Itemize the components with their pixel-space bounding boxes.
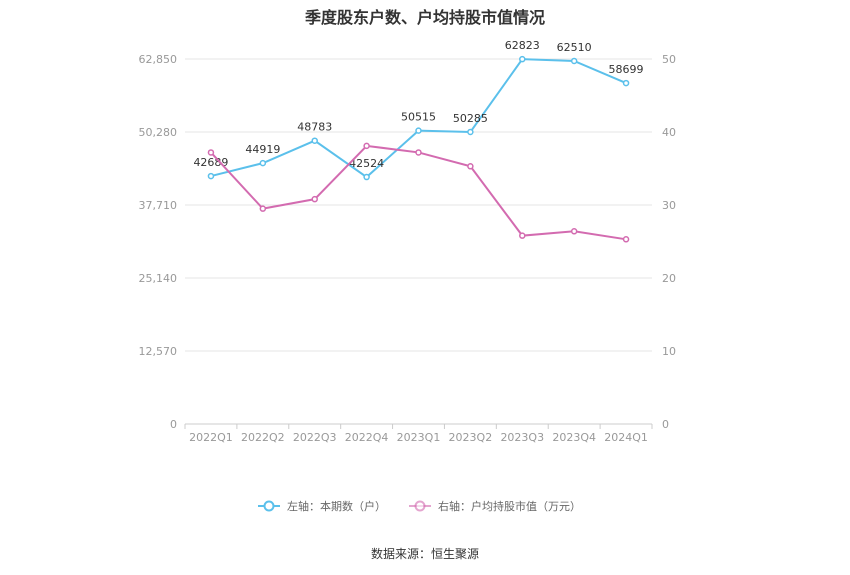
right-axis-ticks: 0 10 20 30 40 50 — [662, 53, 676, 431]
right-tick-label: 40 — [662, 126, 676, 139]
data-point — [570, 57, 578, 65]
data-label: 50515 — [401, 111, 436, 124]
left-tick-label: 0 — [170, 418, 177, 431]
x-tick-label: 2023Q1 — [397, 431, 441, 444]
data-point — [311, 137, 318, 144]
x-tick-label: 2023Q2 — [449, 431, 493, 444]
left-tick-label: 12,570 — [139, 345, 178, 358]
x-tick-label: 2022Q4 — [345, 431, 389, 444]
x-tick-label: 2022Q3 — [293, 431, 337, 444]
x-axis-ticks: 2022Q1 2022Q2 2022Q3 2022Q4 2023Q1 2023Q2 2023… — [184, 424, 653, 444]
x-tick-label: 2022Q2 — [241, 431, 285, 444]
data-label: 62510 — [557, 41, 592, 54]
legend-marker — [263, 500, 275, 512]
data-point — [259, 159, 267, 167]
data-point — [467, 163, 474, 170]
data-label: 44919 — [245, 143, 280, 156]
data-point — [415, 149, 422, 156]
data-point — [467, 128, 474, 136]
left-tick-label: 50,280 — [139, 126, 178, 139]
legend-label: 右轴：户均持股市值（万元） — [438, 499, 581, 513]
legend-label: 左轴：本期数（户） — [287, 499, 386, 513]
left-tick-label: 37,710 — [139, 199, 178, 212]
data-label: 48783 — [297, 121, 332, 134]
series-layer: 42689 44919 48783 42524 50515 50285 62823 62510… — [193, 39, 644, 243]
data-label: 50285 — [453, 112, 488, 125]
data-point — [415, 127, 422, 134]
x-tick-label: 2023Q4 — [552, 431, 596, 444]
data-label: 58699 — [609, 63, 644, 76]
data-point — [622, 236, 630, 243]
right-tick-label: 30 — [662, 199, 676, 212]
right-tick-label: 0 — [662, 418, 669, 431]
data-point — [622, 79, 630, 87]
data-label: 42524 — [349, 157, 384, 170]
data-point — [311, 195, 318, 203]
x-tick-label: 2024Q1 — [604, 431, 648, 444]
data-point — [363, 142, 370, 150]
legend-marker — [414, 500, 426, 512]
right-tick-label: 50 — [662, 53, 676, 66]
data-point — [207, 172, 215, 180]
x-tick-label: 2022Q1 — [189, 431, 233, 444]
x-tick-label: 2023Q3 — [500, 431, 544, 444]
data-source: 数据来源：恒生聚源 — [370, 547, 479, 561]
data-point — [259, 205, 267, 212]
legend: 左轴：本期数（户） 右轴：户均持股市值（万元） — [258, 499, 581, 513]
data-label: 42689 — [193, 156, 228, 169]
left-axis-ticks: 0 12,570 25,140 37,710 50,280 62,850 — [139, 53, 178, 431]
data-point — [207, 149, 215, 156]
data-label: 62823 — [505, 39, 540, 52]
data-point — [519, 232, 526, 239]
right-tick-label: 20 — [662, 272, 676, 285]
series-line — [210, 144, 627, 241]
data-point — [519, 55, 526, 63]
chart-title: 季度股东户数、户均持股市值情况 — [304, 8, 545, 27]
right-tick-label: 10 — [662, 345, 676, 358]
data-point — [570, 228, 578, 235]
left-tick-label: 62,850 — [139, 53, 178, 66]
data-point — [363, 173, 370, 181]
left-tick-label: 25,140 — [139, 272, 178, 285]
